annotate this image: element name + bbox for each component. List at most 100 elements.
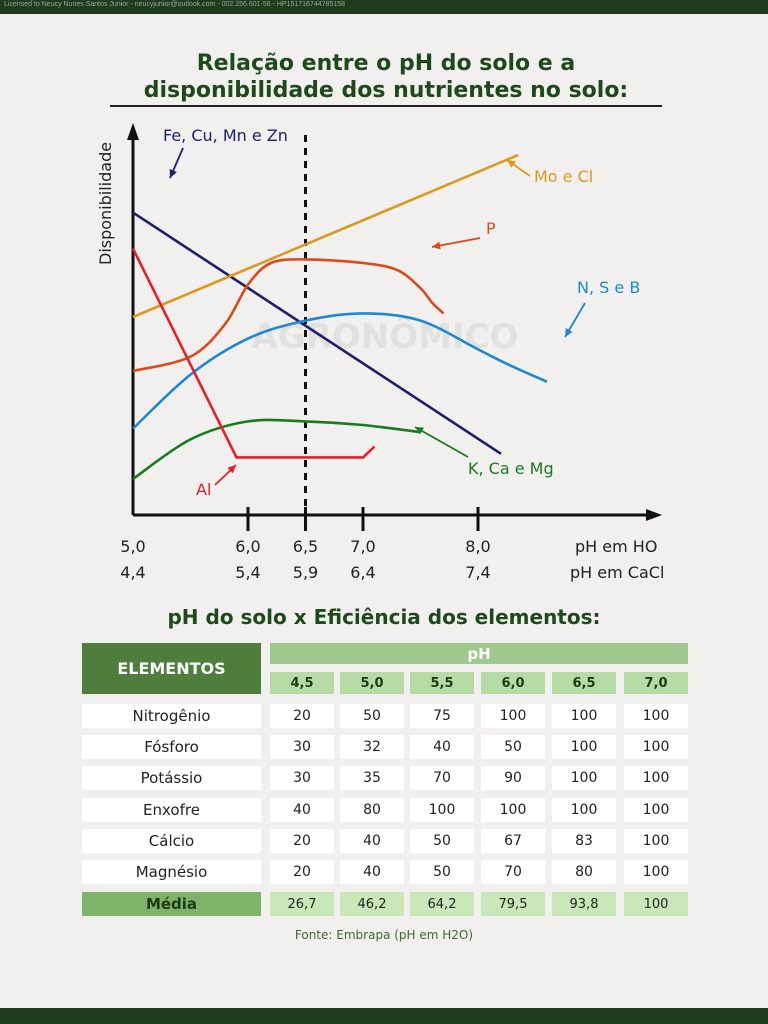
x-tick-label-h2o: 8,0	[465, 537, 490, 556]
x-tick-label-cacl2: 5,4	[235, 563, 260, 582]
efficiency-value: 90	[481, 766, 545, 790]
arrow-p	[431, 237, 481, 248]
top-bar: Licensed to Neucy Nunes Santos Junior - …	[0, 0, 768, 14]
average-label: Média	[82, 892, 261, 916]
efficiency-value: 20	[270, 704, 334, 728]
arrow-p-head	[432, 241, 441, 250]
efficiency-value: 100	[624, 704, 688, 728]
efficiency-value: 100	[481, 704, 545, 728]
series-line	[132, 153, 519, 319]
efficiency-value: 100	[624, 860, 688, 884]
ph-value-header: 4,5	[270, 672, 334, 694]
table-subtitle: pH do solo x Eficiência dos elementos:	[167, 605, 601, 629]
element-name: Cálcio	[82, 829, 261, 853]
efficiency-value: 35	[340, 766, 404, 790]
efficiency-value: 100	[624, 829, 688, 853]
efficiency-value: 70	[410, 766, 474, 790]
x-tick-label-cacl2: 4,4	[120, 563, 145, 582]
element-name: Fósforo	[82, 735, 261, 759]
series-label-k: K, Ca e Mg	[468, 459, 554, 478]
efficiency-value: 100	[552, 798, 616, 822]
efficiency-value: 50	[340, 704, 404, 728]
series-line	[132, 258, 445, 373]
efficiency-value: 100	[552, 704, 616, 728]
page-title: Relação entre o pH do solo e a disponibi…	[110, 50, 662, 104]
elements-column-header: ELEMENTOS	[82, 643, 261, 694]
arrow-k	[414, 426, 469, 458]
efficiency-value: 32	[340, 735, 404, 759]
series-label-al: Al	[196, 480, 211, 499]
ph-value-header: 6,0	[481, 672, 545, 694]
nutrient-availability-chart: AGRONÔMICODisponibilidade5,04,46,05,46,5…	[96, 123, 664, 582]
series-line	[132, 418, 421, 481]
efficiency-value: 20	[270, 829, 334, 853]
efficiency-value: 50	[410, 860, 474, 884]
x-tick-label-h2o: 6,5	[293, 537, 318, 556]
efficiency-value: 40	[340, 860, 404, 884]
x-axis-arrow	[646, 509, 662, 521]
x-axis-label-cacl2: pH em CaCl	[570, 563, 664, 582]
x-tick-label-h2o: 5,0	[120, 537, 145, 556]
efficiency-value: 80	[552, 860, 616, 884]
series-label-mo: Mo e Cl	[534, 167, 593, 186]
arrow-k-head	[415, 427, 424, 435]
efficiency-value: 100	[410, 798, 474, 822]
y-axis-label: Disponibilidade	[96, 142, 115, 265]
arrow-n-head	[565, 328, 573, 337]
element-name: Potássio	[82, 766, 261, 790]
average-value: 79,5	[481, 892, 545, 916]
efficiency-value: 50	[481, 735, 545, 759]
element-name: Enxofre	[82, 798, 261, 822]
series-label-fe: Fe, Cu, Mn e Zn	[163, 126, 288, 145]
efficiency-value: 20	[270, 860, 334, 884]
arrow-fe-head	[169, 169, 177, 178]
x-tick-label-cacl2: 6,4	[350, 563, 375, 582]
arrow-al-head	[227, 465, 236, 474]
efficiency-value: 100	[624, 735, 688, 759]
average-value: 46,2	[340, 892, 404, 916]
efficiency-value: 83	[552, 829, 616, 853]
x-tick-label-h2o: 7,0	[350, 537, 375, 556]
efficiency-value: 100	[552, 735, 616, 759]
efficiency-value: 70	[481, 860, 545, 884]
title-line-1: Relação entre o pH do solo e a	[196, 51, 576, 76]
efficiency-value: 67	[481, 829, 545, 853]
x-tick-label-cacl2: 5,9	[293, 563, 318, 582]
series-line	[132, 211, 502, 455]
average-value: 64,2	[410, 892, 474, 916]
average-value: 93,8	[552, 892, 616, 916]
x-tick-label-h2o: 6,0	[235, 537, 260, 556]
license-text: Licensed to Neucy Nunes Santos Junior - …	[4, 1, 345, 8]
efficiency-value: 75	[410, 704, 474, 728]
arrow-mo-head	[507, 160, 516, 168]
title-line-2: disponibilidade dos nutrientes no solo:	[143, 78, 629, 103]
efficiency-value: 100	[552, 766, 616, 790]
ph-column-header: pH	[270, 643, 688, 664]
x-tick-label-cacl2: 7,4	[465, 563, 490, 582]
ph-value-header: 5,5	[410, 672, 474, 694]
series-line	[131, 248, 376, 459]
ph-value-header: 5,0	[340, 672, 404, 694]
efficiency-value: 100	[624, 766, 688, 790]
efficiency-value: 40	[270, 798, 334, 822]
efficiency-value: 100	[624, 798, 688, 822]
bottom-bar	[0, 1008, 768, 1024]
series-label-n: N, S e B	[577, 278, 640, 297]
element-name: Magnésio	[82, 860, 261, 884]
x-axis-label-h2o: pH em HO	[575, 537, 657, 556]
efficiency-value: 80	[340, 798, 404, 822]
efficiency-value: 40	[340, 829, 404, 853]
element-name: Nitrogênio	[82, 704, 261, 728]
efficiency-value: 30	[270, 735, 334, 759]
title-divider	[110, 105, 662, 107]
average-value: 26,7	[270, 892, 334, 916]
series-line	[132, 312, 548, 430]
efficiency-value: 40	[410, 735, 474, 759]
ph-value-header: 7,0	[624, 672, 688, 694]
ph-value-header: 6,5	[552, 672, 616, 694]
source-note: Fonte: Embrapa (pH em H2O)	[294, 928, 474, 942]
y-axis-arrow	[127, 123, 139, 140]
series-label-p: P	[486, 219, 496, 238]
efficiency-value: 30	[270, 766, 334, 790]
average-value: 100	[624, 892, 688, 916]
